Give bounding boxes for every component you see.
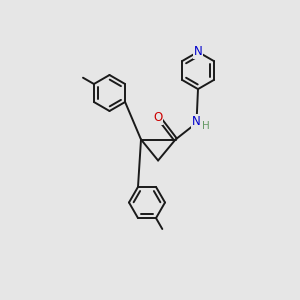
Text: N: N <box>192 115 201 128</box>
Text: O: O <box>153 111 162 124</box>
Text: H: H <box>202 121 210 131</box>
Text: N: N <box>194 45 202 58</box>
